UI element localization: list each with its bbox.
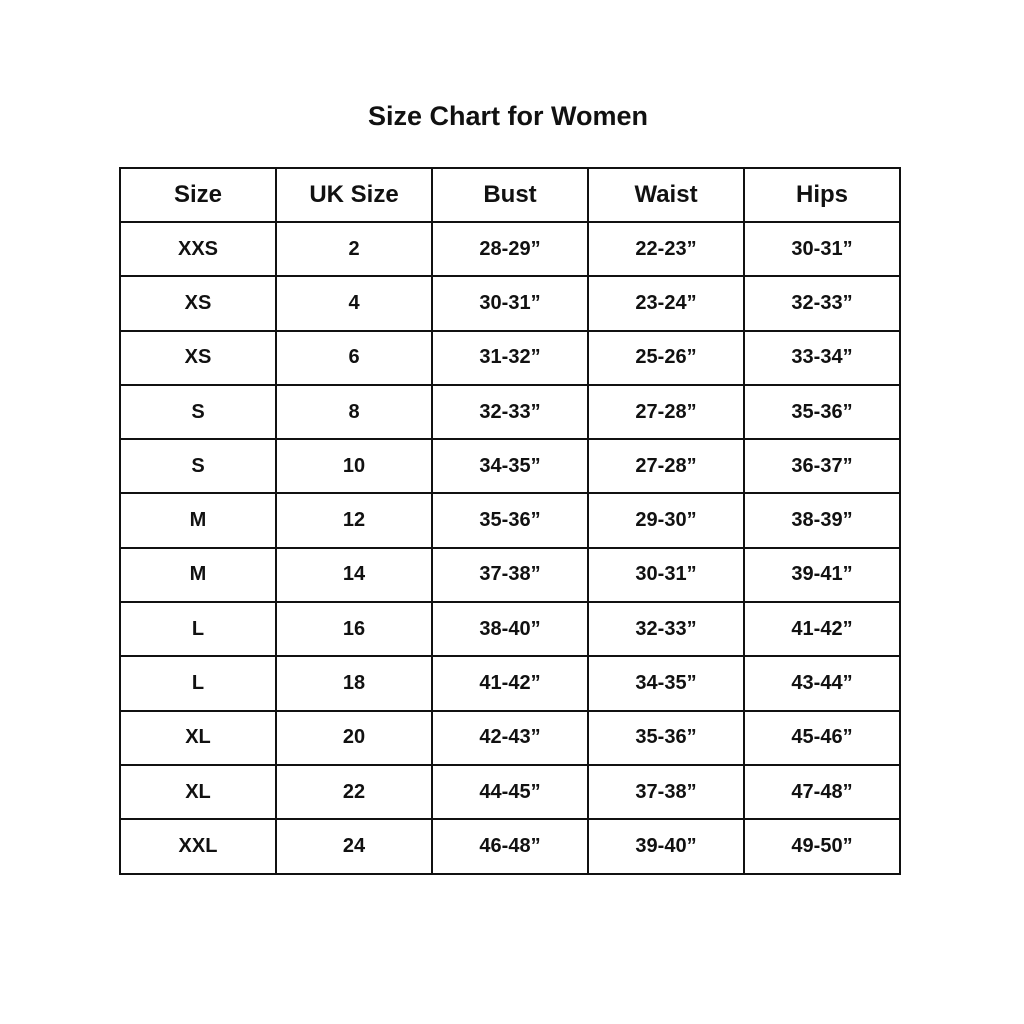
table-cell: XS xyxy=(119,275,277,332)
table-cell: M xyxy=(119,546,277,604)
table-cell: 22 xyxy=(275,763,433,821)
table-cell: 34-35” xyxy=(431,438,589,495)
table-cell: 30-31” xyxy=(587,546,745,604)
table-cell: 8 xyxy=(275,383,433,441)
table-row: XS 6 31-32” 25-26” 33-34” xyxy=(119,329,901,386)
table-row: M 12 35-36” 29-30” 38-39” xyxy=(119,492,901,549)
table-row: XXL 24 46-48” 39-40” 49-50” xyxy=(119,818,901,875)
table-row: M 14 37-38” 30-31” 39-41” xyxy=(119,546,901,604)
table-cell: 44-45” xyxy=(431,763,589,821)
column-header: Bust xyxy=(431,167,589,223)
table-cell: 38-40” xyxy=(431,601,589,658)
table-cell: 37-38” xyxy=(587,763,745,821)
table-cell: XXL xyxy=(119,818,277,875)
table-cell: 30-31” xyxy=(743,220,901,278)
table-cell: 14 xyxy=(275,546,433,604)
table-cell: 10 xyxy=(275,438,433,495)
table-cell: 20 xyxy=(275,709,433,766)
size-chart-table: Size UK Size Bust Waist Hips XXS 2 28-29” 22-23… xyxy=(119,167,901,875)
table-cell: 27-28” xyxy=(587,438,745,495)
table-cell: 47-48” xyxy=(743,763,901,821)
table-cell: 6 xyxy=(275,329,433,386)
table-cell: 24 xyxy=(275,818,433,875)
table-cell: 18 xyxy=(275,655,433,712)
table-row: XL 20 42-43” 35-36” 45-46” xyxy=(119,709,901,766)
table-cell: 36-37” xyxy=(743,438,901,495)
table-row: S 10 34-35” 27-28” 36-37” xyxy=(119,438,901,495)
table-cell: 34-35” xyxy=(587,655,745,712)
table-cell: S xyxy=(119,383,277,441)
table-cell: 37-38” xyxy=(431,546,589,604)
table-cell: 16 xyxy=(275,601,433,658)
table-cell: 32-33” xyxy=(431,383,589,441)
table-cell: 39-40” xyxy=(587,818,745,875)
table-row: L 16 38-40” 32-33” 41-42” xyxy=(119,601,901,658)
table-cell: 38-39” xyxy=(743,492,901,549)
table-cell: 33-34” xyxy=(743,329,901,386)
column-header: Size xyxy=(119,167,277,223)
table-cell: XXS xyxy=(119,220,277,278)
table-cell: S xyxy=(119,438,277,495)
table-cell: 12 xyxy=(275,492,433,549)
table-cell: 31-32” xyxy=(431,329,589,386)
table-cell: 39-41” xyxy=(743,546,901,604)
table-row: XS 4 30-31” 23-24” 32-33” xyxy=(119,275,901,332)
table-cell: 43-44” xyxy=(743,655,901,712)
table-cell: XL xyxy=(119,763,277,821)
table-cell: 35-36” xyxy=(587,709,745,766)
table-cell: 30-31” xyxy=(431,275,589,332)
table-row: S 8 32-33” 27-28” 35-36” xyxy=(119,383,901,441)
table-row: XL 22 44-45” 37-38” 47-48” xyxy=(119,763,901,821)
page-title: Size Chart for Women xyxy=(367,101,649,131)
table-cell: 41-42” xyxy=(431,655,589,712)
table-cell: 32-33” xyxy=(743,275,901,332)
table-cell: 23-24” xyxy=(587,275,745,332)
column-header: Waist xyxy=(587,167,745,223)
table-cell: 28-29” xyxy=(431,220,589,278)
table-cell: 41-42” xyxy=(743,601,901,658)
column-header: Hips xyxy=(743,167,901,223)
table-cell: 45-46” xyxy=(743,709,901,766)
table-cell: 22-23” xyxy=(587,220,745,278)
table-cell: 27-28” xyxy=(587,383,745,441)
table-cell: 25-26” xyxy=(587,329,745,386)
table-cell: 35-36” xyxy=(743,383,901,441)
table-cell: 42-43” xyxy=(431,709,589,766)
table-row: L 18 41-42” 34-35” 43-44” xyxy=(119,655,901,712)
table-cell: L xyxy=(119,655,277,712)
table-cell: 4 xyxy=(275,275,433,332)
table-cell: 46-48” xyxy=(431,818,589,875)
table-cell: 35-36” xyxy=(431,492,589,549)
table-cell: 29-30” xyxy=(587,492,745,549)
table-cell: XL xyxy=(119,709,277,766)
table-body: XXS 2 28-29” 22-23” 30-31” XS 4 30-31” 23-24” 32-… xyxy=(119,220,901,875)
header-row: Size UK Size Bust Waist Hips xyxy=(119,167,901,223)
table-cell: 32-33” xyxy=(587,601,745,658)
table-cell: 49-50” xyxy=(743,818,901,875)
table-row: XXS 2 28-29” 22-23” 30-31” xyxy=(119,220,901,278)
table-cell: M xyxy=(119,492,277,549)
table-cell: L xyxy=(119,601,277,658)
table-cell: XS xyxy=(119,329,277,386)
table-cell: 2 xyxy=(275,220,433,278)
column-header: UK Size xyxy=(275,167,433,223)
